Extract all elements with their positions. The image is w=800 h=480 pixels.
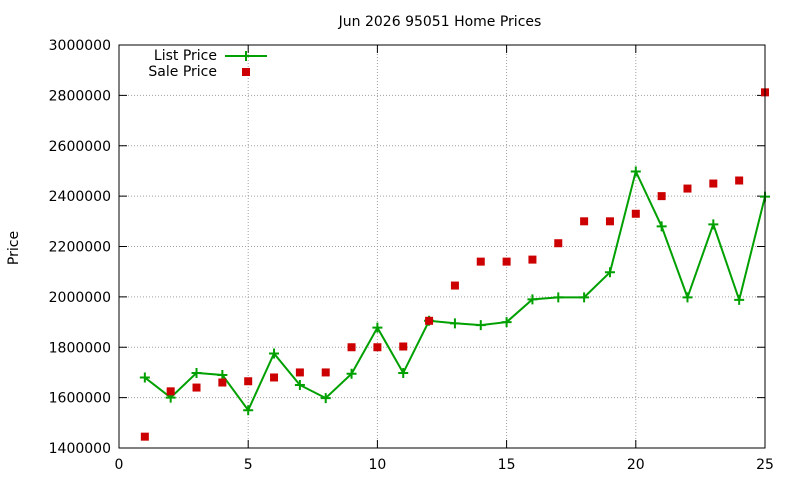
x-tick-label: 0 [115,457,124,473]
legend-marker-sale-price [242,68,250,76]
list-price-point [243,405,254,416]
list-price-point [372,322,383,333]
x-tick-label: 15 [498,457,516,473]
list-price-point [527,294,538,305]
list-price-point [269,348,280,359]
sale-price-point [425,316,434,325]
list-price-point [346,368,357,379]
list-price-point [501,317,512,328]
sale-price-point [735,176,744,185]
legend-marker-list-price [241,51,251,61]
x-tick-label: 25 [756,457,774,473]
sale-price-point [580,217,589,226]
list-price-point [398,367,409,378]
list-price-point [294,380,305,391]
y-axis-label: Price [6,231,22,265]
y-tick-label: 1800000 [49,340,111,356]
legend: List Price Sale Price [148,48,267,80]
sale-price-point [295,368,304,377]
sale-price-point [657,192,666,201]
sale-price-point [192,383,201,392]
tick-labels: 1400000 1600000 1800000 2000000 2200000 24000… [49,38,774,473]
sale-price-point [399,342,408,351]
sale-price-point [554,239,563,248]
sale-price-point [218,378,227,387]
list-price-point [139,372,150,383]
list-price-point [734,294,745,305]
sale-price-point [270,373,279,382]
sale-price-point [683,184,692,193]
sale-price-point [450,281,459,290]
chart-title: Jun 2026 95051 Home Prices [338,14,542,30]
sale-price-point [347,343,356,352]
list-price-point [553,292,564,303]
list-price-point [320,393,331,404]
list-price-line [144,168,766,413]
y-tick-label: 2400000 [49,189,111,205]
y-tick-label: 1400000 [49,441,111,457]
list-price-point [475,320,486,331]
sale-price-point [373,343,382,352]
y-tick-label: 2600000 [49,139,111,155]
legend-label-list-price: List Price [154,48,217,64]
sale-price-point [605,217,614,226]
y-tick-label: 3000000 [49,38,111,54]
list-price-point [191,367,202,378]
sale-price-point [321,368,330,377]
sale-price-point [244,377,253,386]
sale-price-point [709,179,718,188]
list-price-point [656,221,667,232]
list-price-point [630,166,641,177]
list-price-point [449,318,460,329]
y-tick-label: 2800000 [49,88,111,104]
list-price-point [604,267,615,278]
sale-price-point [476,257,485,266]
sale-price-point [502,257,511,266]
sale-price-point [166,387,175,396]
sale-price-point [528,255,537,264]
list-price-point [579,292,590,303]
plot-border [118,44,766,449]
y-tick-label: 2000000 [49,290,111,306]
legend-label-sale-price: Sale Price [148,64,217,80]
list-price-point [217,369,228,380]
plot-series [139,88,770,441]
grid [119,45,765,448]
x-tick-label: 20 [627,457,645,473]
list-price-point [682,292,693,303]
x-tick-label: 10 [368,457,386,473]
list-price-point [708,219,719,230]
x-tick-label: 5 [244,457,253,473]
y-tick-label: 2200000 [49,240,111,256]
y-tick-label: 1600000 [49,391,111,407]
sale-price-point [631,209,640,218]
sale-price-point [140,432,149,441]
